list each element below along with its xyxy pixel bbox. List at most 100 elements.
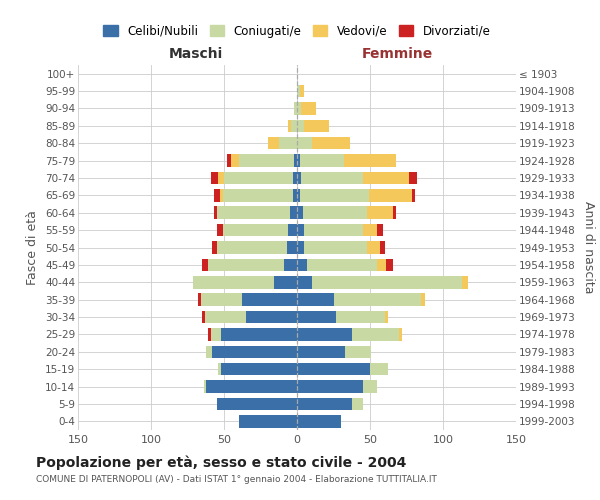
Bar: [212, 241, 217, 254]
Bar: [300, 85, 304, 98]
Bar: [293, 189, 297, 202]
Bar: [462, 276, 468, 288]
Bar: [242, 294, 297, 306]
Bar: [311, 276, 462, 288]
Bar: [224, 172, 293, 184]
Bar: [297, 137, 311, 149]
Bar: [412, 189, 415, 202]
Bar: [294, 102, 297, 115]
Bar: [211, 328, 221, 340]
Bar: [221, 328, 297, 340]
Bar: [239, 154, 294, 167]
Bar: [297, 241, 304, 254]
Bar: [288, 224, 297, 236]
Bar: [297, 120, 304, 132]
Bar: [370, 363, 388, 376]
Bar: [304, 224, 363, 236]
Bar: [223, 189, 293, 202]
Bar: [268, 137, 280, 149]
Bar: [217, 398, 297, 410]
Text: Maschi: Maschi: [169, 48, 223, 62]
Bar: [399, 328, 402, 340]
Bar: [223, 224, 288, 236]
Text: Femmine: Femmine: [362, 48, 433, 62]
Bar: [293, 172, 297, 184]
Bar: [301, 102, 316, 115]
Bar: [367, 241, 380, 254]
Bar: [297, 189, 300, 202]
Bar: [409, 172, 417, 184]
Bar: [239, 415, 297, 428]
Y-axis label: Fasce di età: Fasce di età: [26, 210, 40, 285]
Bar: [297, 258, 307, 271]
Bar: [334, 294, 421, 306]
Bar: [297, 154, 300, 167]
Bar: [297, 172, 301, 184]
Bar: [274, 276, 297, 288]
Bar: [227, 154, 232, 167]
Bar: [218, 363, 221, 376]
Bar: [311, 137, 350, 149]
Bar: [294, 154, 297, 167]
Text: Popolazione per età, sesso e stato civile - 2004: Popolazione per età, sesso e stato civil…: [36, 455, 406, 469]
Bar: [206, 346, 212, 358]
Bar: [394, 206, 396, 219]
Bar: [297, 363, 370, 376]
Bar: [352, 328, 399, 340]
Bar: [280, 137, 297, 149]
Bar: [218, 172, 224, 184]
Bar: [377, 224, 383, 236]
Bar: [297, 224, 304, 236]
Bar: [217, 224, 223, 236]
Bar: [385, 311, 388, 324]
Bar: [214, 206, 217, 219]
Bar: [307, 258, 377, 271]
Bar: [214, 189, 220, 202]
Bar: [198, 294, 200, 306]
Bar: [217, 206, 290, 219]
Bar: [367, 206, 394, 219]
Bar: [297, 85, 300, 98]
Bar: [193, 276, 274, 288]
Bar: [362, 380, 377, 393]
Bar: [202, 311, 205, 324]
Bar: [232, 154, 239, 167]
Bar: [377, 258, 386, 271]
Bar: [362, 172, 409, 184]
Bar: [297, 346, 345, 358]
Bar: [303, 206, 367, 219]
Bar: [386, 258, 394, 271]
Bar: [297, 380, 362, 393]
Bar: [304, 241, 367, 254]
Bar: [337, 311, 385, 324]
Bar: [202, 258, 208, 271]
Bar: [212, 346, 297, 358]
Bar: [291, 120, 297, 132]
Bar: [221, 363, 297, 376]
Bar: [380, 241, 385, 254]
Bar: [345, 346, 371, 358]
Bar: [287, 241, 297, 254]
Bar: [300, 189, 368, 202]
Bar: [297, 294, 334, 306]
Bar: [301, 172, 362, 184]
Y-axis label: Anni di nascita: Anni di nascita: [582, 201, 595, 294]
Bar: [297, 415, 341, 428]
Bar: [297, 276, 311, 288]
Bar: [297, 398, 352, 410]
Bar: [284, 258, 297, 271]
Bar: [297, 311, 337, 324]
Bar: [368, 189, 412, 202]
Bar: [300, 154, 344, 167]
Bar: [288, 120, 291, 132]
Bar: [206, 380, 297, 393]
Bar: [421, 294, 425, 306]
Bar: [200, 294, 242, 306]
Bar: [362, 224, 377, 236]
Bar: [217, 241, 287, 254]
Bar: [352, 398, 363, 410]
Bar: [203, 380, 206, 393]
Bar: [246, 311, 297, 324]
Bar: [208, 328, 211, 340]
Text: COMUNE DI PATERNOPOLI (AV) - Dati ISTAT 1° gennaio 2004 - Elaborazione TUTTITALI: COMUNE DI PATERNOPOLI (AV) - Dati ISTAT …: [36, 475, 437, 484]
